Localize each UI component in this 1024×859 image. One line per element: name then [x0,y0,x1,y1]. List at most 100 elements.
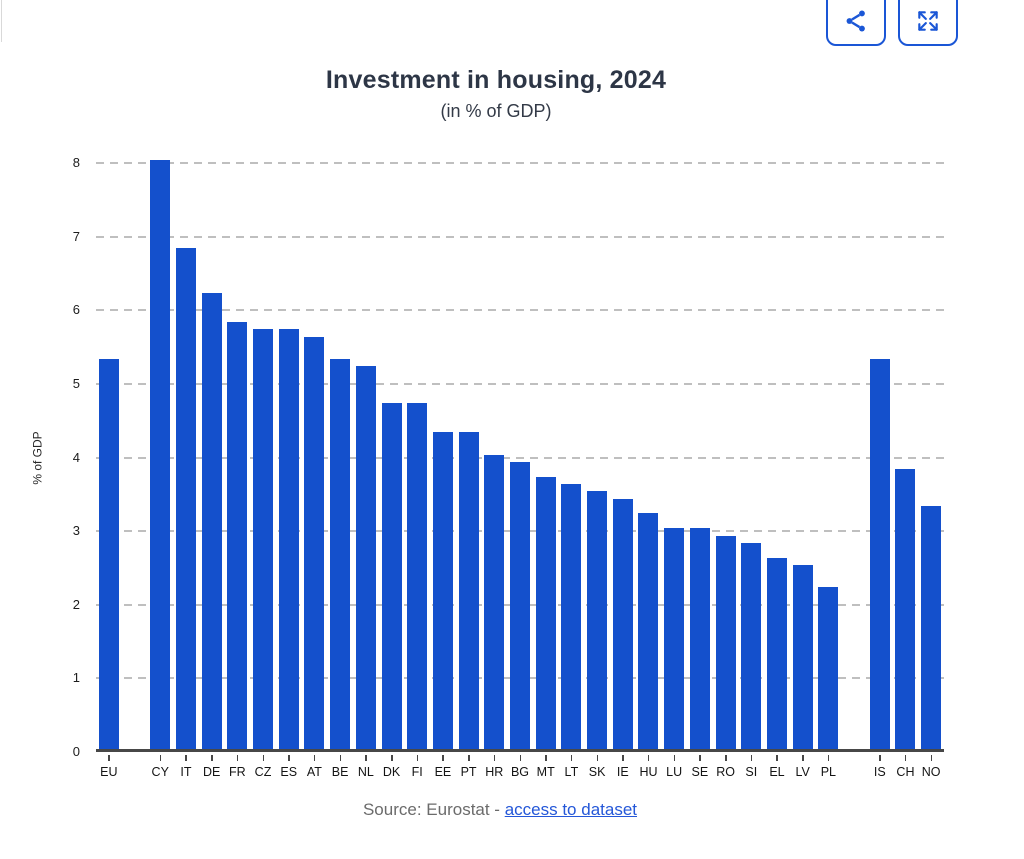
bar-NL[interactable] [355,366,376,749]
x-label-HU: HU [639,765,658,779]
x-tick-LV [802,755,804,761]
bar-SK[interactable] [587,491,608,749]
x-label-BE: BE [331,765,349,779]
x-label-PT: PT [460,765,477,779]
x-label-SK: SK [588,765,606,779]
x-label-EE: EE [434,765,452,779]
bar-SE[interactable] [689,528,710,749]
bar-IE[interactable] [612,498,633,749]
share-button[interactable] [826,0,886,46]
x-tick-BG [519,755,521,761]
bar-IT[interactable] [175,248,196,749]
x-label-MT: MT [536,765,555,779]
x-tick-LU [673,755,676,761]
chart-title: Investment in housing, 2024 [325,66,667,94]
x-label-EU: EU [100,765,118,779]
x-label-LV: LV [795,765,810,779]
bar-CZ[interactable] [253,329,274,749]
bar-EE[interactable] [432,432,453,749]
x-label-CH: CH [896,765,915,779]
panel-edge-line [1,0,2,42]
bar-BG[interactable] [510,461,530,749]
bar-FI[interactable] [407,402,428,749]
x-tick-SI [750,755,753,761]
x-label-HR: HR [485,765,504,779]
y-tick-label-0: 0 [72,744,80,759]
bar-SI[interactable] [741,542,762,749]
x-tick-FR [236,755,239,761]
x-tick-CZ [262,755,265,761]
y-tick-label-7: 7 [72,228,80,244]
bar-RO[interactable] [715,535,736,749]
gridline-4 [96,456,944,459]
x-tick-ES [288,755,290,761]
x-tick-PT [468,755,470,761]
bar-LT[interactable] [561,483,582,749]
x-label-DK: DK [382,765,401,779]
fullscreen-expand-icon [915,8,941,34]
x-label-LU: LU [666,765,683,779]
x-tick-IT [185,755,187,761]
x-tick-LT [570,755,573,761]
x-tick-DE [211,755,213,761]
y-tick-label-5: 5 [72,375,80,391]
bar-EU[interactable] [98,358,119,749]
bar-CH[interactable] [895,469,916,749]
gridline-7 [96,235,944,238]
x-label-NO: NO [921,765,941,779]
dataset-link[interactable]: access to dataset [504,800,638,819]
bar-LU[interactable] [664,528,685,749]
x-label-FI: FI [411,765,423,779]
bar-DE[interactable] [201,292,222,749]
x-tick-CY [159,755,162,761]
bar-ES[interactable] [278,329,299,749]
y-tick-label-4: 4 [72,449,80,465]
x-tick-NL [365,755,367,761]
x-tick-IE [622,755,624,761]
y-tick-label-6: 6 [72,302,80,318]
share-icon [843,8,869,34]
bar-IS[interactable] [869,358,890,749]
x-label-SE: SE [691,765,709,779]
x-tick-DK [391,755,393,761]
x-tick-HR [493,755,496,761]
x-label-PL: PL [820,765,836,779]
chart-header: Investment in housing, 2024 (in % of GDP… [0,66,992,122]
source-text: Source: Eurostat - [362,800,505,819]
x-tick-EE [442,755,444,761]
x-label-SI: SI [745,765,758,779]
bar-HU[interactable] [638,513,659,749]
y-tick-label-2: 2 [72,596,80,612]
bar-PL[interactable] [818,587,839,749]
x-tick-CH [904,755,907,761]
y-axis-title-text: % of GDP [31,430,46,485]
x-tick-BE [339,755,342,761]
x-tick-SE [699,755,701,761]
chart-toolbar [826,0,958,46]
x-tick-FI [416,755,419,761]
x-label-IS: IS [873,765,886,779]
x-label-IE: IE [616,765,629,779]
bar-chart-plot-area: 0 1 2 3 4 5 6 7 8 EU CY IT DE FR CZ ES AT BE NL DK FI EE PT HR B… [73,155,944,779]
bar-HR[interactable] [484,454,505,749]
chart-subtitle: (in % of GDP) [440,101,552,121]
bar-DK[interactable] [381,402,402,749]
fullscreen-button[interactable] [898,0,958,46]
bar-CY[interactable] [150,160,171,749]
bar-PT[interactable] [458,432,479,749]
x-tick-RO [725,755,727,761]
x-label-CY: CY [151,765,169,779]
gridline-6 [96,309,944,312]
bar-AT[interactable] [304,336,325,749]
x-label-ES: ES [280,765,298,779]
x-label-NL: NL [357,765,374,779]
bar-EL[interactable] [766,557,787,749]
x-tick-AT [313,755,316,761]
bar-LV[interactable] [792,564,813,749]
x-tick-MT [545,755,547,761]
bar-MT[interactable] [535,476,556,749]
x-label-EL: EL [769,765,785,779]
bar-NO[interactable] [921,506,942,749]
bar-FR[interactable] [227,321,248,749]
bar-BE[interactable] [330,358,351,749]
